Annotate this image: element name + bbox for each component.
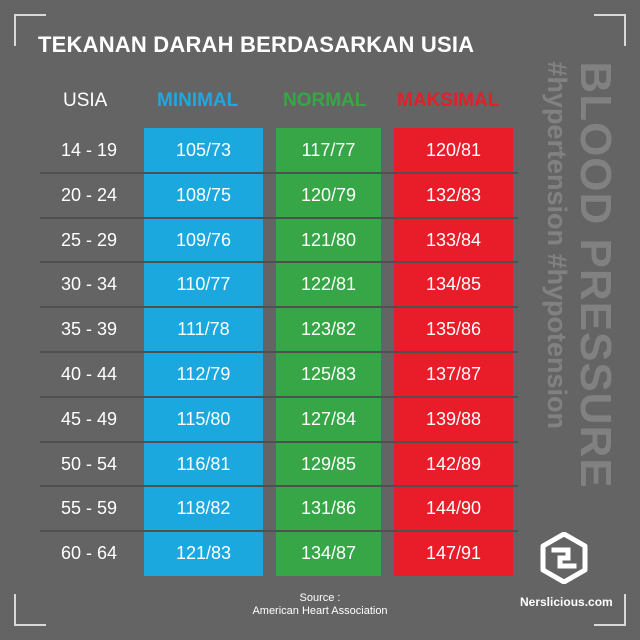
- age-cell: 25 - 29: [60, 229, 118, 250]
- header-age: USIA: [63, 90, 108, 111]
- source-note: Source : American Heart Association: [230, 592, 410, 618]
- row-separator: [40, 440, 518, 443]
- normal-cell: 127/84: [300, 408, 357, 429]
- maksimal-cell: 133/84: [425, 229, 482, 250]
- table-row: 25 - 29 109/76 121/80 133/84: [0, 218, 640, 262]
- table-row: 20 - 24 108/75 120/79 132/83: [0, 173, 640, 217]
- source-label: Source :: [299, 592, 341, 604]
- frame-corner-bottom-right: [594, 594, 626, 626]
- minimal-cell: 111/78: [177, 319, 230, 340]
- age-cell: 30 - 34: [60, 274, 118, 295]
- normal-cell: 134/87: [300, 543, 357, 564]
- header-normal: NORMAL: [283, 90, 367, 111]
- minimal-cell: 112/79: [176, 364, 231, 384]
- normal-cell: 122/81: [300, 274, 357, 295]
- table-row: 35 - 39 111/78 123/82 135/86: [0, 307, 640, 351]
- maksimal-cell: 134/85: [425, 274, 482, 295]
- minimal-cell: 121/83: [175, 543, 232, 564]
- maksimal-cell: 147/91: [425, 543, 482, 564]
- normal-cell: 121/80: [300, 229, 357, 250]
- minimal-cell: 116/81: [176, 453, 231, 474]
- row-separator: [40, 306, 518, 309]
- brand-logo-icon: [540, 532, 588, 584]
- age-cell: 14 - 19: [60, 140, 118, 160]
- brand-name: Nerslicious.com: [520, 595, 613, 609]
- age-cell: 60 - 64: [60, 543, 118, 564]
- table-row: 45 - 49 115/80 127/84 139/88: [0, 397, 640, 441]
- age-cell: 55 - 59: [60, 498, 118, 519]
- maksimal-cell: 135/86: [425, 319, 482, 340]
- side-title: BLOOD PRESSURE: [571, 61, 620, 489]
- row-separator: [40, 395, 518, 398]
- row-separator: [40, 530, 518, 533]
- normal-cell: 123/82: [300, 319, 357, 340]
- normal-cell: 120/79: [300, 184, 357, 205]
- row-separator: [40, 485, 518, 488]
- maksimal-cell: 142/89: [425, 453, 482, 474]
- table-row: 40 - 44 112/79 125/83 137/87: [0, 352, 640, 396]
- row-separator: [40, 261, 518, 264]
- table-row: 14 - 19 105/73 117/77 120/81: [0, 128, 640, 172]
- maksimal-cell: 144/90: [425, 498, 482, 519]
- maksimal-cell: 120/81: [425, 140, 482, 160]
- frame-corner-top-left: [14, 14, 46, 46]
- table-row: 50 - 54 116/81 129/85 142/89: [0, 442, 640, 486]
- frame-corner-bottom-left: [14, 594, 46, 626]
- normal-cell: 117/77: [301, 140, 356, 160]
- maksimal-cell: 137/87: [425, 364, 482, 384]
- age-cell: 40 - 44: [60, 364, 118, 384]
- age-cell: 45 - 49: [60, 408, 118, 429]
- age-cell: 20 - 24: [60, 184, 118, 205]
- table-row: 55 - 59 118/82 131/86 144/90: [0, 486, 640, 530]
- minimal-cell: 115/80: [176, 408, 231, 429]
- age-cell: 50 - 54: [60, 453, 118, 474]
- frame-corner-top-right: [594, 14, 626, 46]
- minimal-cell: 118/82: [176, 498, 231, 519]
- side-text-area: BLOOD PRESSURE #hypertension #hypotensio…: [530, 20, 630, 530]
- header-maksimal: MAKSIMAL: [397, 90, 500, 111]
- row-separator: [40, 216, 518, 219]
- maksimal-cell: 139/88: [425, 408, 482, 429]
- minimal-cell: 109/76: [175, 229, 232, 250]
- minimal-cell: 108/75: [175, 184, 232, 205]
- maksimal-cell: 132/83: [425, 184, 482, 205]
- table-row: 30 - 34 110/77 122/81 134/85: [0, 262, 640, 306]
- side-hashtags: #hypertension #hypotension: [542, 61, 572, 429]
- table-row: 60 - 64 121/83 134/87 147/91: [0, 531, 640, 575]
- header-minimal: MINIMAL: [157, 90, 239, 111]
- minimal-cell: 110/77: [176, 274, 231, 295]
- normal-cell: 129/85: [300, 453, 357, 474]
- page-title: TEKANAN DARAH BERDASARKAN USIA: [38, 32, 475, 57]
- age-cell: 35 - 39: [60, 319, 118, 340]
- row-separator: [40, 351, 518, 353]
- normal-cell: 131/86: [300, 498, 357, 519]
- side-text: BLOOD PRESSURE #hypertension #hypotensio…: [542, 61, 620, 489]
- minimal-cell: 105/73: [175, 140, 232, 160]
- source-value: American Heart Association: [252, 605, 388, 617]
- row-separator: [40, 171, 518, 174]
- normal-cell: 125/83: [300, 364, 357, 384]
